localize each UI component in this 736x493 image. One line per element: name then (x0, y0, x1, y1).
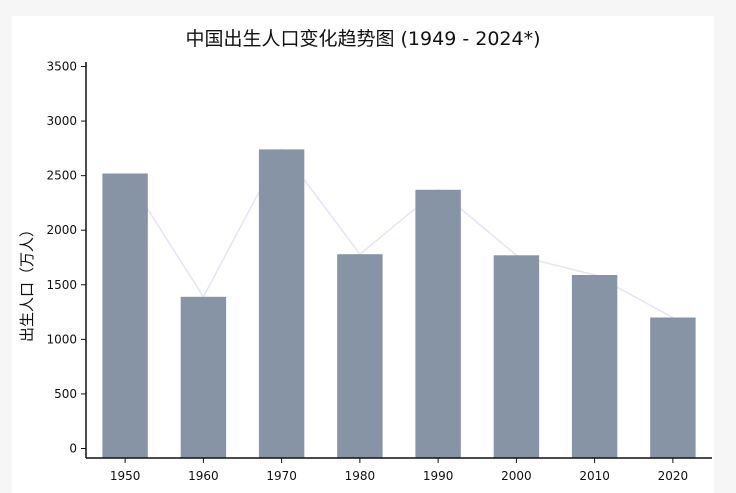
x-tick-label-2000: 2000 (501, 469, 532, 483)
bar-1960 (180, 296, 227, 458)
y-tick-label-1500: 1500 (46, 278, 77, 292)
y-tick-label-500: 500 (54, 387, 77, 401)
trend-line (124, 148, 674, 319)
y-axis-label: 出生人口（万人） (18, 222, 36, 342)
x-tick-label-1970: 1970 (266, 469, 297, 483)
y-tick-label-3500: 3500 (46, 60, 77, 74)
bar-2000 (493, 255, 540, 458)
chart-title: 中国出生人口变化趋势图 (1949 - 2024*) (185, 28, 540, 50)
birth-population-chart: 中国出生人口变化趋势图 (1949 - 2024*) 出生人口（万人） 0 500… (18, 28, 712, 483)
bar-2010 (571, 275, 618, 458)
trend-line-layer (124, 148, 674, 319)
bar-1950 (102, 173, 148, 458)
x-tick-label-2020: 2020 (658, 469, 689, 483)
bar-2020 (650, 317, 696, 458)
x-tick-label-1980: 1980 (345, 469, 376, 483)
bar-1980 (337, 254, 383, 458)
bars-layer (102, 149, 696, 459)
y-tick-label-2000: 2000 (46, 223, 77, 237)
x-tick-label-1990: 1990 (423, 469, 454, 483)
bar-1970 (258, 149, 305, 458)
x-tick-label-1960: 1960 (188, 469, 219, 483)
y-tick-label-2500: 2500 (46, 169, 77, 183)
axes-layer (85, 62, 712, 459)
y-tick-label-3000: 3000 (46, 114, 77, 128)
x-tick-label-2010: 2010 (579, 469, 610, 483)
chart-card: 中国出生人口变化趋势图 (1949 - 2024*) 出生人口（万人） 0 500… (12, 16, 714, 493)
y-ticks-layer: 0 500 1000 1500 2000 2500 3000 3500 (46, 60, 86, 456)
y-tick-label-1000: 1000 (46, 332, 77, 346)
x-ticks-layer: 1950 1960 1970 1980 1990 2000 2010 2020 (110, 458, 688, 483)
bar-1990 (415, 189, 461, 459)
x-tick-label-1950: 1950 (110, 469, 141, 483)
y-tick-label-0: 0 (69, 442, 77, 456)
